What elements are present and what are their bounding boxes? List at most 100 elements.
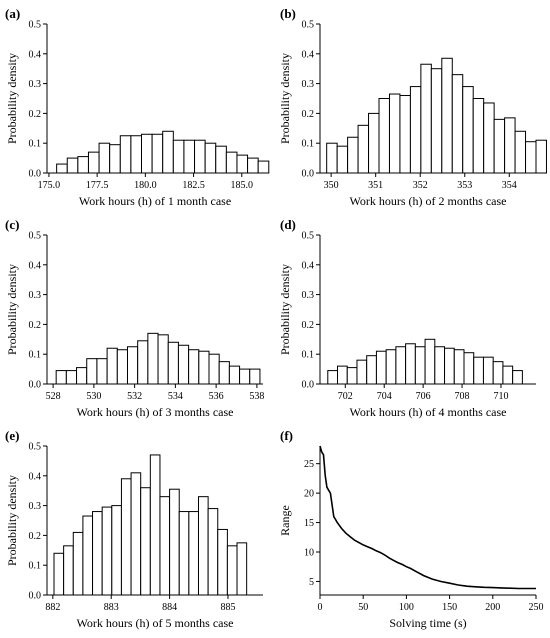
x-axis-label: Work hours (h) of 4 months case <box>349 405 506 419</box>
y-tick-label: 0.0 <box>29 591 42 602</box>
histogram-bar <box>208 353 220 385</box>
x-tick-label: 250 <box>529 602 544 613</box>
histogram-bar <box>198 350 210 385</box>
y-tick-label: 0.1 <box>29 350 42 361</box>
histogram-bar <box>462 86 474 174</box>
histogram-bar <box>420 63 432 174</box>
histogram-bar <box>197 496 209 596</box>
histogram-bar <box>151 133 164 174</box>
y-tick-label: 0.0 <box>302 380 315 391</box>
histogram-bar <box>236 542 248 596</box>
histogram-bar <box>326 142 338 174</box>
histogram-bar <box>188 349 200 385</box>
histogram-bar <box>159 496 171 596</box>
histogram-bar <box>207 508 219 596</box>
histogram-bar <box>525 141 537 174</box>
histogram-bar <box>178 511 190 596</box>
histogram-bar <box>169 488 180 596</box>
histogram-bar <box>444 347 455 385</box>
histogram-bar <box>424 338 436 385</box>
x-tick-label: 351 <box>368 180 383 191</box>
y-axis-label: Range <box>278 505 292 536</box>
y-tick-label: 0.2 <box>29 531 42 542</box>
panel-letter: (d) <box>280 217 296 232</box>
y-tick-label: 0.1 <box>302 350 315 361</box>
histogram-bar <box>399 95 411 174</box>
panel-letter: (a) <box>5 6 20 21</box>
histogram-bar <box>86 358 98 385</box>
histogram-bar <box>172 139 185 174</box>
x-tick-label: 885 <box>220 602 235 613</box>
histogram-bar <box>149 454 161 596</box>
y-tick-label: 0.0 <box>302 169 315 180</box>
x-tick-label: 884 <box>162 602 177 613</box>
x-tick-label: 528 <box>46 391 61 402</box>
histogram-bar <box>378 98 390 174</box>
histogram-bar <box>493 118 506 174</box>
y-tick-label: 0.4 <box>29 260 42 271</box>
histogram-bar <box>249 368 261 385</box>
y-tick-label: 0.4 <box>29 471 42 482</box>
histogram-bar <box>483 102 495 174</box>
y-axis-label: Probability density <box>278 53 292 144</box>
histogram-bar <box>366 355 377 385</box>
histogram-bar <box>101 506 113 596</box>
histogram-bar <box>356 359 368 385</box>
histogram-bar <box>77 156 89 174</box>
histogram-bar <box>473 356 484 385</box>
histogram-bar <box>463 352 475 385</box>
y-tick-label: 10 <box>304 548 314 559</box>
x-axis-label: Work hours (h) of 2 months case <box>349 194 506 208</box>
y-tick-label: 20 <box>304 489 314 500</box>
y-tick-label: 0.5 <box>302 20 315 31</box>
x-tick-label: 150 <box>442 602 457 613</box>
x-tick-label: 532 <box>127 391 142 402</box>
histogram-bar <box>194 139 206 174</box>
x-tick-label: 530 <box>86 391 101 402</box>
histogram-bar <box>430 68 443 174</box>
x-tick-label: 538 <box>249 391 264 402</box>
histogram-bar <box>441 57 453 174</box>
histogram-bar <box>72 531 84 596</box>
histogram-bar <box>183 139 196 174</box>
histogram-bar <box>218 361 230 385</box>
histogram-bar <box>347 136 359 174</box>
x-tick-label: 50 <box>358 602 368 613</box>
panel-c: (c) 0.0 0.1 0.2 0.3 0.4 0.5 528 530 532 534 536 538 W… <box>5 217 264 419</box>
histogram-bar <box>130 135 142 174</box>
histogram-bar <box>119 135 132 174</box>
panel-e: (e) 0.0 0.1 0.2 0.3 0.4 0.5 882 883 884 885 Work ho… <box>5 428 263 630</box>
histogram-bar <box>247 157 259 174</box>
histogram-bar <box>96 358 108 385</box>
histogram-bar <box>157 334 169 385</box>
histogram-bar <box>53 552 65 596</box>
x-tick-label: 536 <box>209 391 224 402</box>
histogram-bar <box>512 370 523 385</box>
histogram-bar <box>514 130 527 174</box>
histogram-bar <box>162 130 174 174</box>
y-axis-label: Probability density <box>5 264 19 355</box>
x-axis-label: Work hours (h) of 3 months case <box>76 405 233 419</box>
histogram-bar <box>434 346 446 385</box>
panel-a: (a) 0.0 0.1 0.2 0.3 0.4 0.5 175.0 177.5 180.0 182.… <box>5 6 270 208</box>
y-tick-label: 0.4 <box>29 49 42 60</box>
histogram-bar <box>137 340 149 385</box>
y-tick-label: 0.1 <box>29 561 42 572</box>
x-tick-label: 0 <box>318 602 323 613</box>
y-tick-label: 0.2 <box>302 320 315 331</box>
histogram-bar <box>215 145 227 174</box>
x-tick-label: 710 <box>493 391 508 402</box>
histogram-bar <box>120 478 132 596</box>
histogram-bar <box>409 86 422 174</box>
histogram-bar <box>76 367 88 385</box>
x-tick-label: 100 <box>399 602 414 613</box>
x-tick-label: 182.5 <box>182 180 205 191</box>
x-tick-label: 185.0 <box>231 180 254 191</box>
panel-letter: (e) <box>5 428 19 443</box>
histogram-bar <box>395 346 407 385</box>
histogram-bar <box>502 365 514 385</box>
histogram-bar <box>82 515 94 596</box>
x-axis-label: Work hours (h) of 1 month case <box>79 194 231 208</box>
